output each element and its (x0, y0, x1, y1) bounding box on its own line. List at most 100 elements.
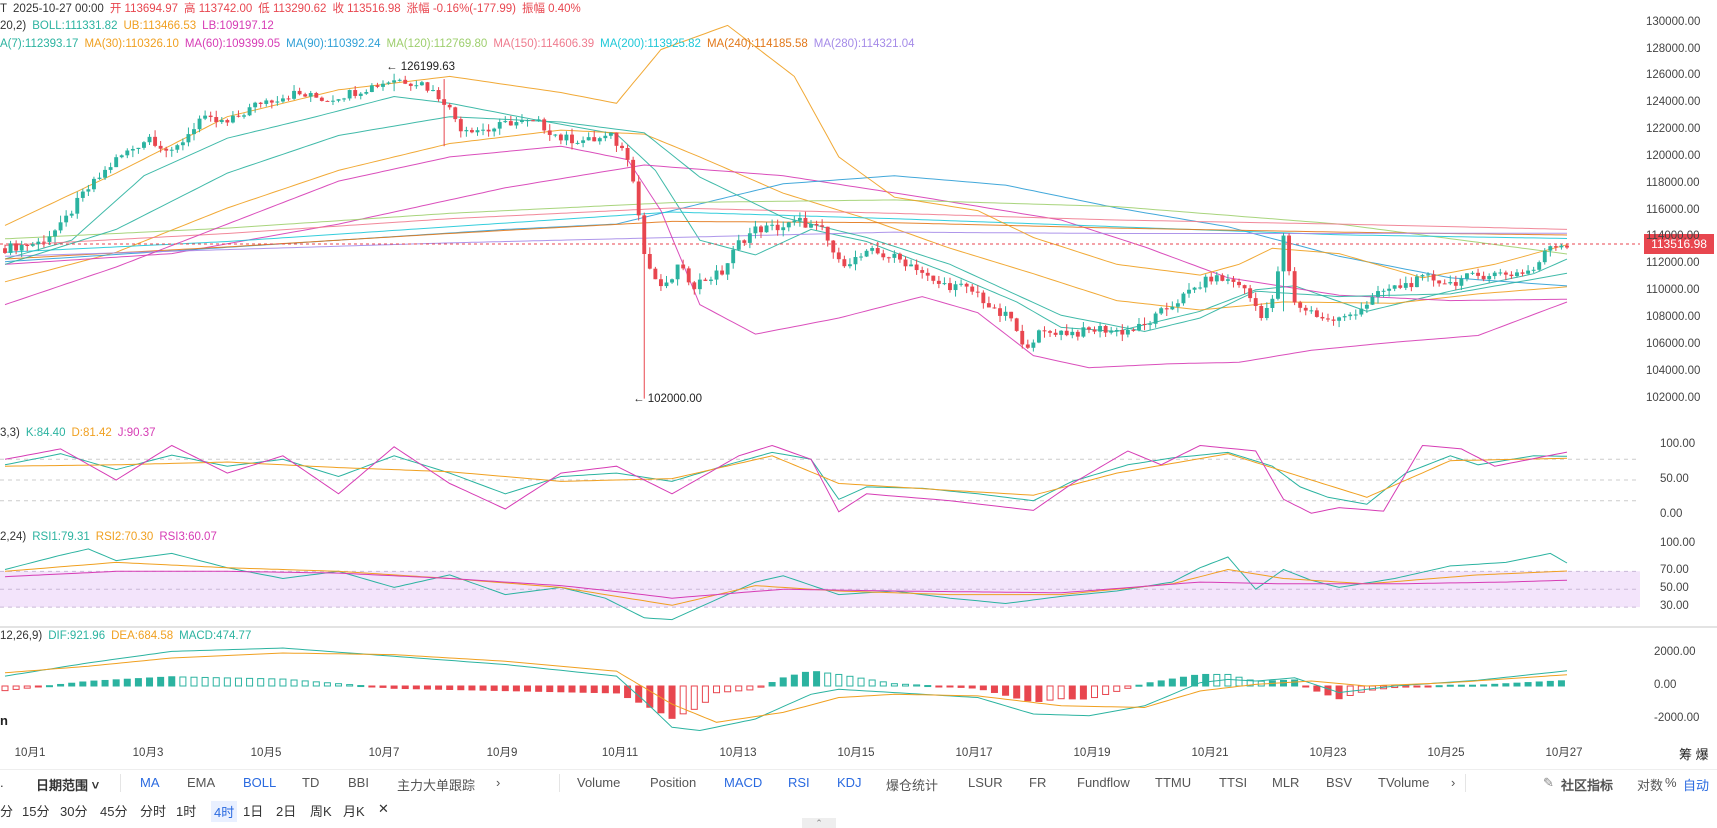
main-indicator-6[interactable]: › (496, 775, 501, 790)
sub-indicator-0[interactable]: Volume (577, 775, 621, 790)
timeframe-9[interactable]: 周K (310, 804, 332, 819)
line-ma30 (4, 129, 1568, 311)
toolbar-right-2[interactable]: % (1665, 775, 1677, 790)
sub-indicator-5[interactable]: 爆仓统计 (886, 778, 939, 793)
timeframe-1[interactable]: 15分 (22, 804, 50, 819)
timeframe-3[interactable]: 45分 (100, 804, 128, 819)
collapse-handle[interactable]: ⌃ (802, 818, 836, 828)
candle-body (670, 279, 674, 283)
sub-indicator-9[interactable]: TTMU (1155, 775, 1192, 790)
main-indicator-2[interactable]: BOLL (243, 775, 277, 790)
toolbar-left-item[interactable]: . (0, 775, 4, 790)
macd-bar (801, 671, 809, 687)
main-indicator-0[interactable]: MA (140, 775, 160, 790)
timeframe-2[interactable]: 30分 (60, 804, 88, 819)
candle-body (898, 253, 902, 260)
macd-bar (1491, 683, 1499, 687)
candle-body (392, 80, 397, 83)
macd-info: 12,26,9) DIF:921.96 DEA:684.58 MACD:474.77 (0, 629, 257, 643)
timeframe-6[interactable]: 4时 (211, 801, 238, 822)
sub-indicator-2[interactable]: MACD (724, 775, 763, 790)
candle-body (1326, 318, 1330, 320)
macd-bar (968, 685, 976, 689)
candle-body (319, 97, 324, 101)
timeframe-10[interactable]: 月K (343, 804, 365, 819)
timeframe-0[interactable]: 分 (0, 804, 14, 819)
x-tick-label: 10月7 (368, 747, 400, 759)
timeframe-4[interactable]: 分时 (140, 804, 167, 819)
candle-body (1548, 246, 1553, 251)
macd-bar (368, 685, 376, 688)
macd-bar (835, 673, 843, 687)
candle-body (514, 122, 519, 126)
candle-body (386, 82, 391, 84)
candle-body (403, 79, 408, 84)
candle-body (564, 134, 569, 141)
sub-indicator-6[interactable]: LSUR (968, 775, 1003, 790)
info-ma-8: MA(280):114321.04 (813, 38, 915, 50)
low-marker: ← 102000.00 (633, 393, 703, 405)
macd-bar (201, 676, 209, 687)
candle-body (203, 115, 208, 119)
macd-bar (412, 685, 420, 690)
sub-indicator-8[interactable]: Fundflow (1077, 775, 1130, 790)
macd-bar (1246, 679, 1254, 687)
candle-body (1376, 291, 1380, 297)
line-ma90 (4, 175, 1568, 287)
timeframe-5[interactable]: 1时 (176, 804, 197, 819)
line-ma120 (4, 199, 1568, 255)
x-tick-label: 10月15 (837, 747, 875, 759)
macd-bar (768, 682, 776, 687)
sub-indicator-10[interactable]: TTSI (1219, 775, 1248, 790)
timeframe-11[interactable]: ✕ (378, 801, 389, 816)
main-indicator-5[interactable]: 主力大单跟踪 (397, 778, 476, 793)
sub-indicator-13[interactable]: TVolume (1378, 775, 1430, 790)
candle-body (30, 244, 35, 246)
macd-bar (1124, 685, 1132, 689)
candle-body (208, 115, 213, 118)
timeframe-8[interactable]: 2日 (276, 804, 297, 819)
candle-body (1264, 307, 1269, 319)
candle-body (458, 119, 463, 132)
toolbar-right-0[interactable]: 社区指标 (1561, 778, 1614, 793)
main-indicator-3[interactable]: TD (302, 775, 320, 790)
line-ma150 (4, 207, 1568, 246)
sub-indicator-3[interactable]: RSI (788, 775, 810, 790)
candle-body (681, 264, 686, 269)
timeframe-7[interactable]: 1日 (243, 804, 264, 819)
candle-body (1209, 276, 1214, 282)
sub-indicator-1[interactable]: Position (650, 775, 697, 790)
macd-bar (12, 685, 20, 690)
x-tick-label: 10月25 (1427, 747, 1465, 759)
toolbar-right-3[interactable]: 自动 (1683, 778, 1710, 793)
candle-body (431, 90, 435, 92)
edit-icon[interactable]: ✎ (1543, 775, 1554, 790)
main-indicator-4[interactable]: BBI (348, 775, 369, 790)
macd-bar (45, 685, 53, 688)
candle-body (759, 226, 763, 233)
main-indicator-1[interactable]: EMA (187, 775, 216, 790)
candle-body (1020, 330, 1025, 345)
sub-indicator-14[interactable]: › (1451, 775, 1456, 790)
date-range-dropdown[interactable]: 日期范围 ˅ (36, 778, 100, 793)
info-line1-3: 高 113742.00 (184, 3, 253, 15)
sub-indicator-4[interactable]: KDJ (837, 775, 862, 790)
price-tick: 120000.00 (1646, 149, 1701, 162)
candle-body (1476, 272, 1481, 276)
info-boll-3: LB:109197.12 (202, 20, 274, 32)
info-kdj-1: K:84.40 (25, 427, 66, 439)
candle-body (1181, 293, 1186, 304)
info-macd-0: 12,26,9) (0, 630, 43, 642)
candle-body (831, 240, 836, 253)
sub-indicator-11[interactable]: MLR (1272, 775, 1300, 790)
macd-bar (1202, 673, 1210, 687)
sub-indicator-7[interactable]: FR (1029, 775, 1047, 790)
candle-body (1292, 271, 1297, 303)
sub-indicator-12[interactable]: BSV (1326, 775, 1353, 790)
candle-body (153, 136, 158, 146)
toolbar-right-1[interactable]: 对数 (1637, 778, 1664, 793)
candle-body (119, 155, 124, 158)
candle-body (192, 129, 196, 135)
candle-body (536, 119, 541, 121)
